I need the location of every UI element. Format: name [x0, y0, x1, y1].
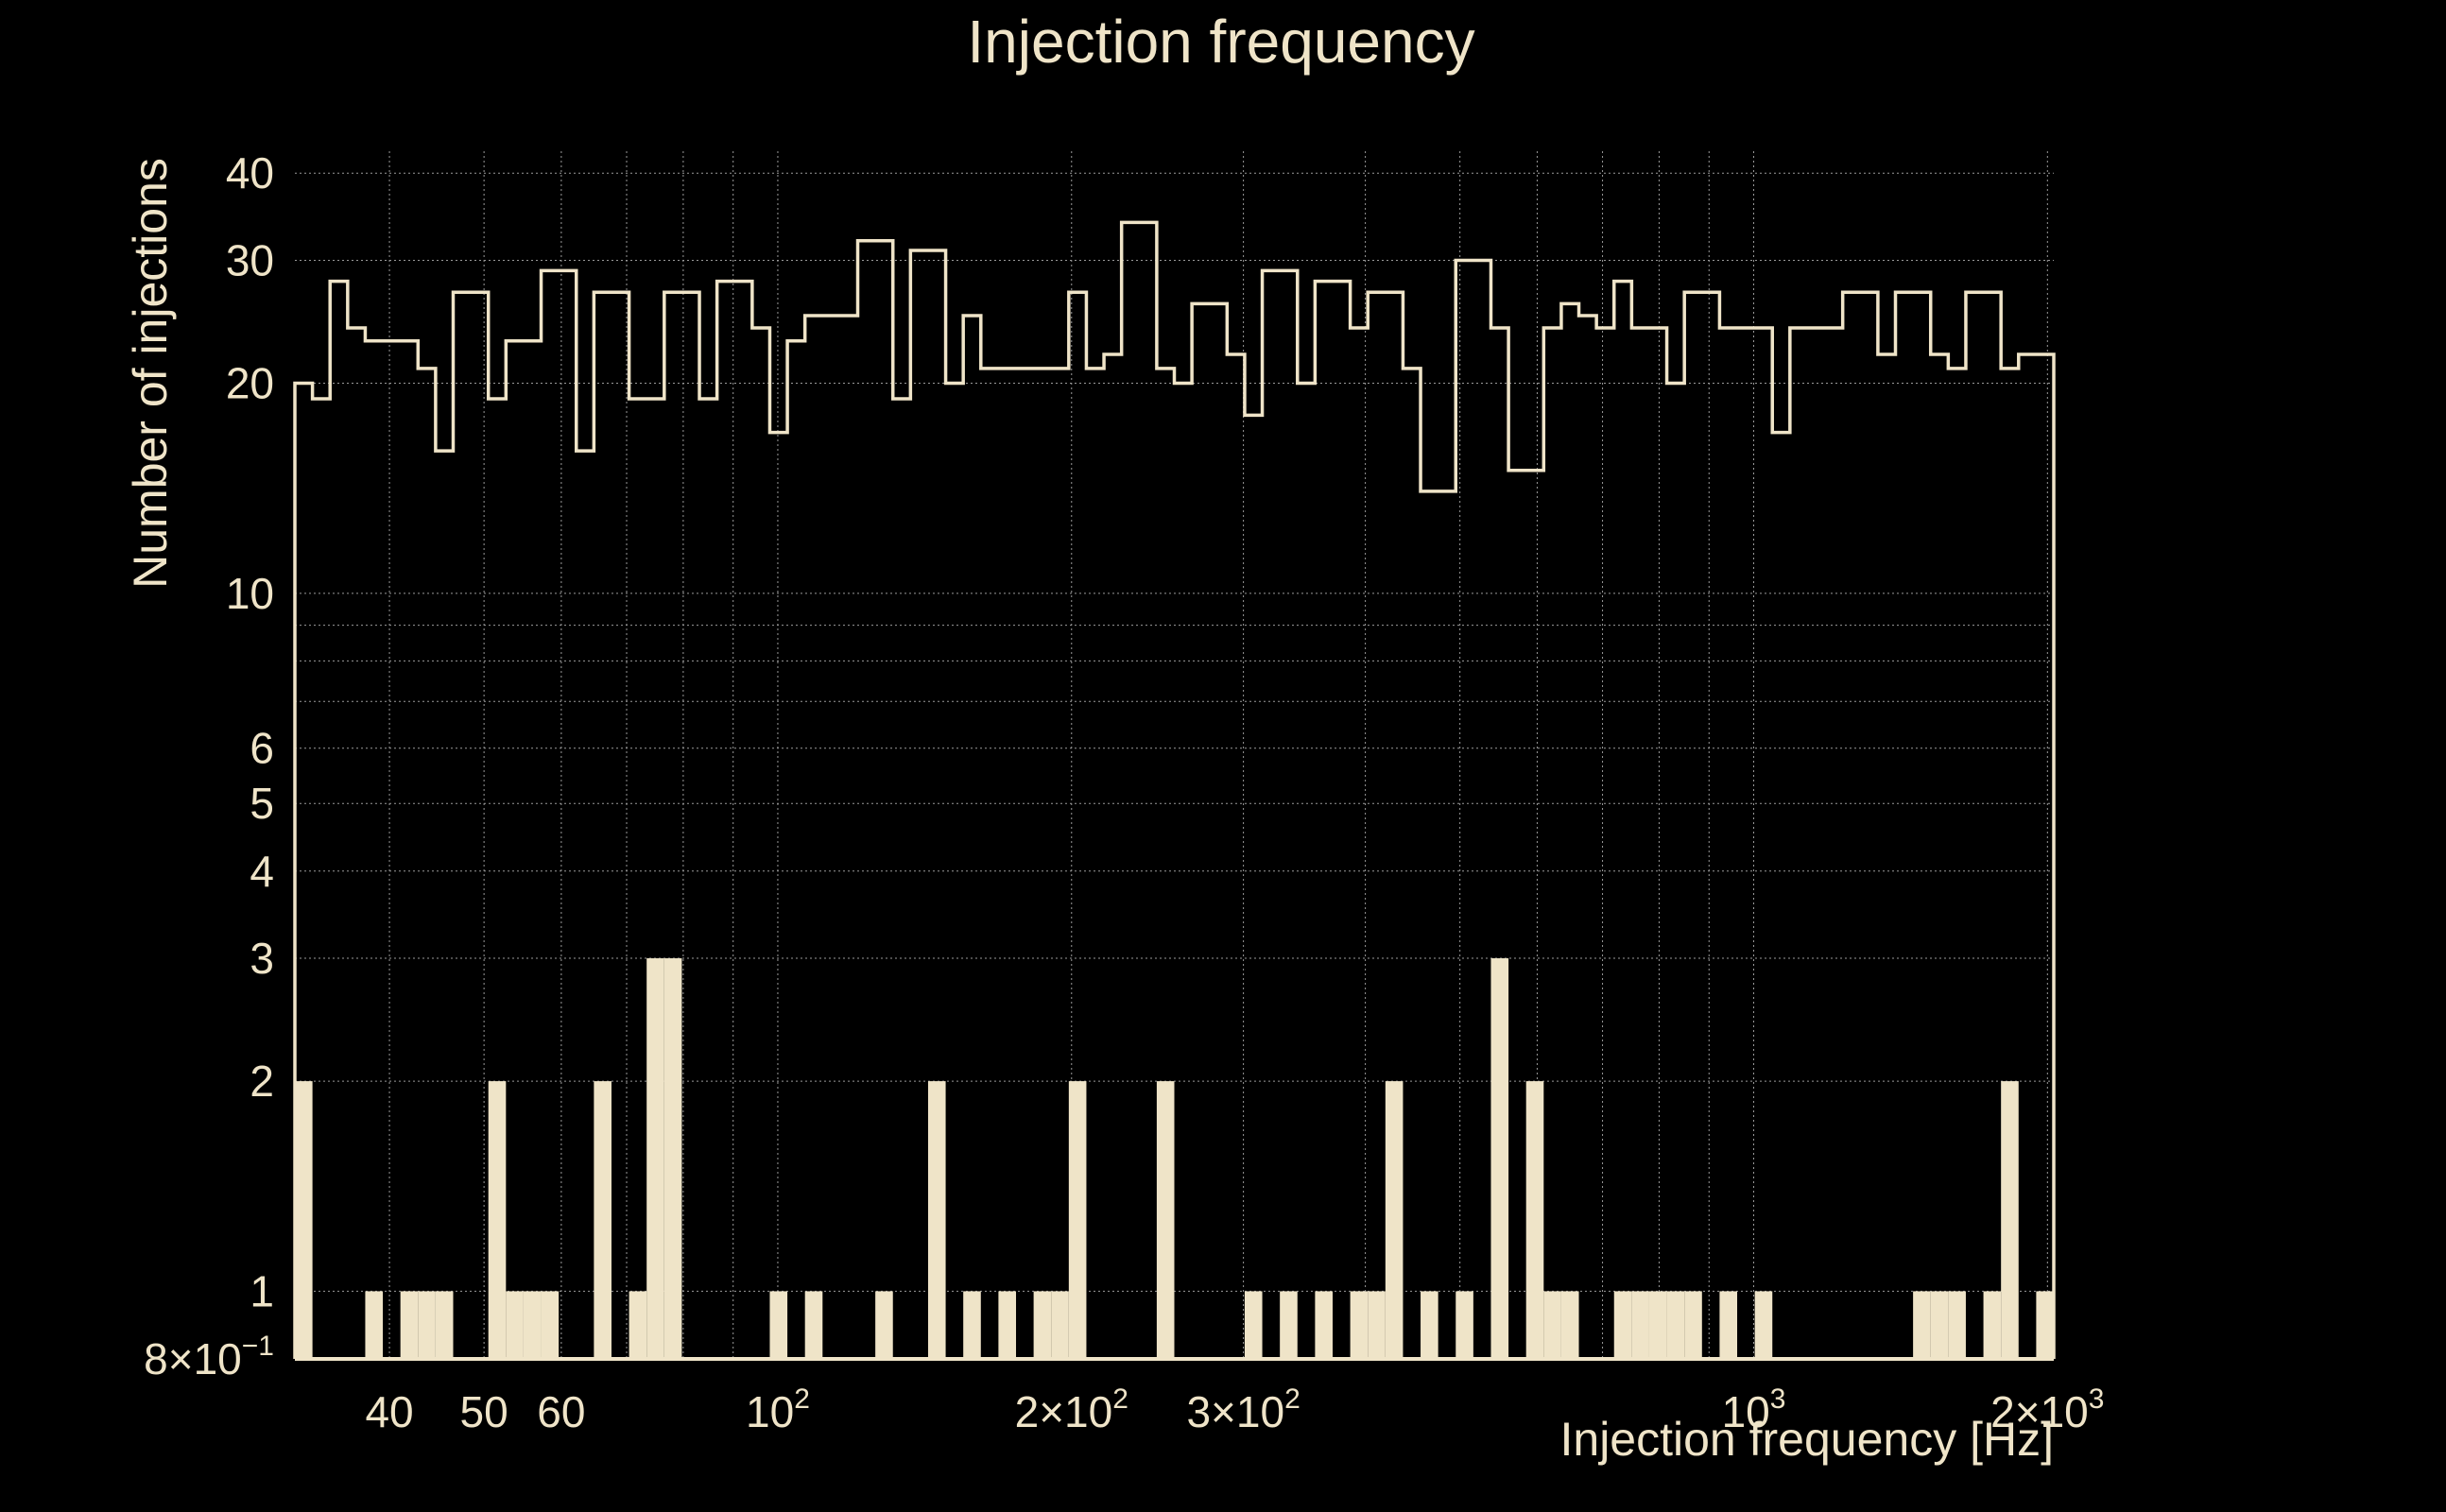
y-tick-label: 2 — [250, 1057, 274, 1106]
histogram-bar — [1983, 1291, 2002, 1359]
histogram-bar — [1525, 1081, 1544, 1359]
x-tick-label: 60 — [537, 1387, 585, 1436]
histogram-bar — [1930, 1291, 1949, 1359]
histogram-bar — [365, 1291, 384, 1359]
step-outline-series — [293, 220, 2056, 1359]
histogram-bar — [1648, 1291, 1667, 1359]
histogram-bar — [1754, 1291, 1773, 1359]
y-axis-label: Number of injections — [124, 158, 177, 589]
y-tick-label: 5 — [250, 779, 274, 828]
histogram-bar — [506, 1291, 524, 1359]
histogram-bar — [541, 1291, 560, 1359]
histogram-bar — [1068, 1081, 1087, 1359]
y-tick-label: 20 — [226, 359, 274, 408]
y-tick-label: 30 — [226, 235, 274, 284]
y-tick-label: 3 — [250, 934, 274, 983]
y-tick-label: 40 — [226, 148, 274, 198]
y-tick-label: 8×10−1 — [144, 1331, 274, 1383]
histogram-bar — [1613, 1291, 1632, 1359]
histogram-bar — [769, 1291, 788, 1359]
histogram-bar — [1913, 1291, 1931, 1359]
histogram-bar — [1385, 1081, 1404, 1359]
histogram-bar — [1948, 1291, 1966, 1359]
x-tick-label: 102 — [746, 1383, 810, 1436]
y-tick-label: 10 — [226, 569, 274, 618]
histogram-bar — [804, 1291, 823, 1359]
histogram-bar — [646, 958, 664, 1359]
histogram-bar — [1719, 1291, 1738, 1359]
y-tick-label: 4 — [250, 847, 274, 896]
chart-title: Injection frequency — [967, 8, 1474, 76]
histogram-bar — [435, 1291, 454, 1359]
histogram-bar — [998, 1291, 1017, 1359]
histogram-bar — [1456, 1291, 1473, 1359]
y-tick-labels: 8×10−1 1 2 3 4 5 6 10 20 30 40 — [144, 148, 274, 1383]
histogram-bar — [400, 1291, 419, 1359]
histogram-bar — [295, 1081, 313, 1359]
histogram-bar — [594, 1081, 612, 1359]
histogram-bar — [1368, 1291, 1386, 1359]
x-tick-labels: 40 50 60 102 2×102 3×102 103 2×103 — [365, 1383, 2104, 1436]
histogram-bar — [875, 1291, 893, 1359]
y-tick-label: 6 — [250, 724, 274, 773]
histogram-bar — [1156, 1081, 1175, 1359]
histogram-bar — [1421, 1291, 1438, 1359]
step-outline-line — [293, 220, 2056, 1359]
histogram-bar — [1033, 1291, 1052, 1359]
histogram-bar — [2001, 1081, 2019, 1359]
histogram-bar — [1684, 1291, 1702, 1359]
filled-bars-series — [295, 958, 2054, 1359]
x-tick-label: 40 — [365, 1387, 413, 1436]
x-tick-label: 50 — [460, 1387, 508, 1436]
grid — [295, 151, 2054, 1359]
x-axis-label: Injection frequency [Hz] — [1560, 1413, 2055, 1466]
histogram-bar — [1315, 1291, 1333, 1359]
histogram-bar — [1350, 1291, 1369, 1359]
histogram-bar — [2036, 1291, 2054, 1359]
histogram-bar — [1051, 1291, 1069, 1359]
histogram-bar — [1280, 1291, 1298, 1359]
histogram-bar — [488, 1081, 507, 1359]
histogram-bar — [523, 1291, 542, 1359]
histogram-bar — [1244, 1291, 1263, 1359]
histogram-bar — [629, 1291, 647, 1359]
histogram-bar — [1560, 1291, 1579, 1359]
histogram-bar — [927, 1081, 946, 1359]
x-tick-label: 3×102 — [1186, 1383, 1300, 1436]
x-tick-label: 2×102 — [1015, 1383, 1128, 1436]
histogram-bar — [1631, 1291, 1649, 1359]
x-tick-label: 2×103 — [1990, 1383, 2104, 1436]
histogram-bar — [418, 1291, 436, 1359]
histogram-bar — [1543, 1291, 1561, 1359]
histogram-bar — [1666, 1291, 1685, 1359]
histogram-bar — [963, 1291, 981, 1359]
histogram-bar — [1490, 958, 1509, 1359]
histogram-bar — [663, 958, 682, 1359]
x-tick-label: 103 — [1722, 1383, 1786, 1436]
y-tick-label: 1 — [250, 1266, 274, 1315]
